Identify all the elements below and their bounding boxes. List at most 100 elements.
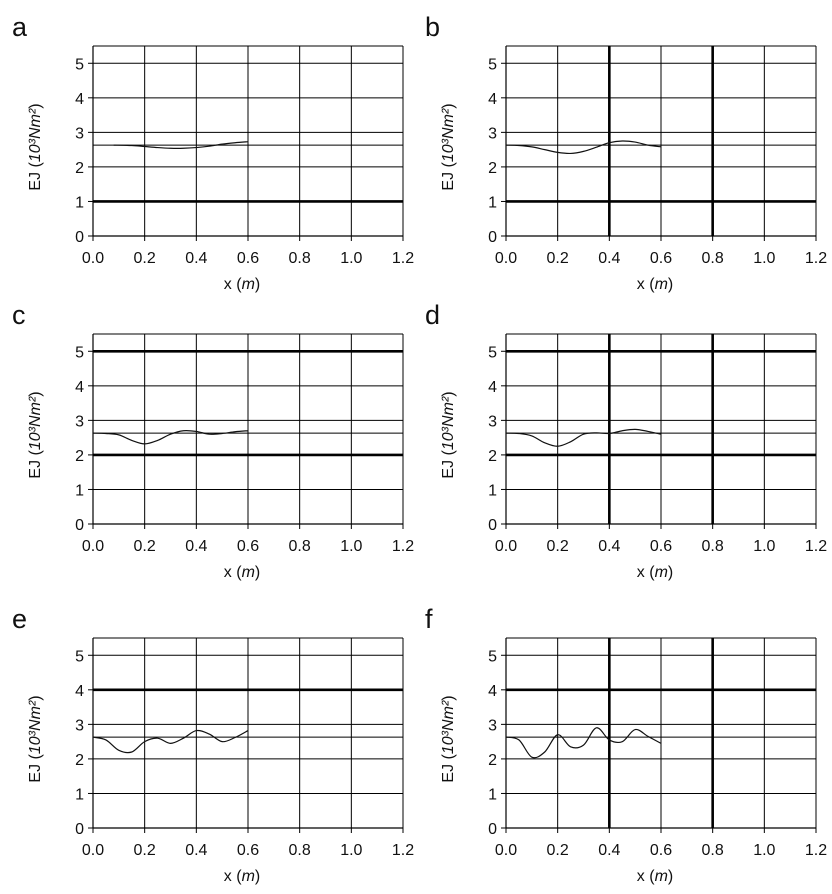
x-tick-label: 0.4	[598, 250, 620, 267]
y-tick-label: 2	[75, 752, 84, 769]
y-tick-label: 1	[75, 482, 84, 499]
x-tick-label: 0.8	[702, 538, 724, 555]
x-tick-label: 0.0	[82, 538, 104, 555]
y-tick-label: 1	[75, 786, 84, 803]
panel-letter: a	[12, 12, 28, 42]
x-tick-label: 0.0	[82, 250, 104, 267]
x-axis-label: x (m)	[637, 564, 673, 581]
x-tick-label: 1.0	[753, 250, 775, 267]
x-tick-label: 0.0	[495, 538, 517, 555]
y-tick-label: 2	[75, 448, 84, 465]
y-tick-label: 3	[488, 125, 497, 142]
x-tick-label: 0.8	[702, 842, 724, 859]
y-tick-label: 0	[488, 229, 497, 246]
y-tick-label: 2	[488, 752, 497, 769]
series-line	[113, 141, 249, 149]
x-tick-label: 0.6	[650, 250, 672, 267]
y-tick-label: 4	[488, 91, 497, 108]
x-axis-label: x (m)	[224, 868, 260, 885]
y-tick-label: 2	[488, 160, 497, 177]
y-axis-label: EJ (10³Nm²)	[27, 103, 44, 190]
x-tick-label: 0.8	[289, 842, 311, 859]
x-tick-label: 0.4	[185, 842, 207, 859]
y-tick-label: 4	[488, 379, 497, 396]
panel-a: a 0 1 2 3 4 5 0.0 0.2 0.4 0.6 0.8 1.0 1.2 x (m) EJ (10³…	[12, 12, 414, 293]
x-axis-label: x (m)	[637, 276, 673, 293]
y-tick-label: 4	[75, 91, 84, 108]
y-tick-label: 3	[488, 413, 497, 430]
x-tick-label: 0.4	[598, 842, 620, 859]
x-tick-label: 0.2	[547, 538, 569, 555]
y-tick-label: 1	[488, 482, 497, 499]
panel-f: f 0 1 2 3 4 5 0.0 0.2 0.4 0.6 0.8 1.0 1.2 x (m) EJ (10³…	[425, 604, 827, 885]
x-tick-label: 0.6	[237, 250, 259, 267]
series-line	[505, 428, 662, 447]
panel-c: c 0 1 2 3 4 5 0.0 0.2 0.4 0.6 0.8 1.0 1.2 x (m) EJ (10³…	[12, 300, 414, 581]
x-tick-label: 0.6	[650, 538, 672, 555]
x-tick-label: 0.4	[185, 250, 207, 267]
x-tick-label: 1.2	[392, 250, 414, 267]
y-tick-label: 4	[488, 683, 497, 700]
x-axis-label: x (m)	[224, 276, 260, 293]
series-line	[92, 729, 249, 754]
x-tick-label: 0.4	[185, 538, 207, 555]
x-tick-label: 0.8	[289, 538, 311, 555]
x-tick-label: 0.6	[650, 842, 672, 859]
panel-letter: e	[12, 604, 27, 634]
x-tick-label: 0.2	[547, 842, 569, 859]
y-tick-label: 5	[488, 344, 497, 361]
panel-letter: f	[425, 604, 433, 634]
y-tick-label: 5	[75, 56, 84, 73]
x-tick-label: 1.2	[392, 842, 414, 859]
panel-b: b 0 1 2 3 4 5 0.0 0.2 0.4 0.6 0.8 1.0 1.2 x (m) EJ (10³…	[425, 12, 827, 293]
panel-letter: b	[425, 12, 440, 42]
x-tick-label: 1.0	[753, 842, 775, 859]
y-tick-label: 5	[488, 648, 497, 665]
y-axis-label: EJ (10³Nm²)	[440, 695, 457, 782]
x-tick-label: 0.2	[134, 538, 156, 555]
panel-letter: c	[12, 300, 26, 330]
panel-e: e 0 1 2 3 4 5 0.0 0.2 0.4 0.6 0.8 1.0 1.2 x (m) EJ (10³…	[12, 604, 414, 885]
x-tick-label: 1.2	[392, 538, 414, 555]
y-tick-label: 0	[488, 517, 497, 534]
y-tick-label: 1	[75, 194, 84, 211]
x-axis-label: x (m)	[637, 868, 673, 885]
y-tick-label: 2	[75, 160, 84, 177]
y-tick-label: 3	[75, 125, 84, 142]
x-tick-label: 0.2	[134, 250, 156, 267]
series-line	[505, 140, 662, 155]
y-tick-label: 3	[75, 717, 84, 734]
x-tick-label: 0.0	[495, 842, 517, 859]
y-tick-label: 3	[488, 717, 497, 734]
x-tick-label: 0.0	[495, 250, 517, 267]
x-tick-label: 0.8	[289, 250, 311, 267]
y-tick-label: 2	[488, 448, 497, 465]
y-tick-label: 0	[75, 517, 84, 534]
y-tick-label: 1	[488, 786, 497, 803]
x-tick-label: 0.6	[237, 842, 259, 859]
y-tick-label: 3	[75, 413, 84, 430]
x-tick-label: 0.2	[134, 842, 156, 859]
x-tick-label: 0.0	[82, 842, 104, 859]
x-tick-label: 0.6	[237, 538, 259, 555]
x-tick-label: 0.8	[702, 250, 724, 267]
panel-d: d 0 1 2 3 4 5 0.0 0.2 0.4 0.6 0.8 1.0 1.2 x (m) EJ (10³…	[425, 300, 827, 581]
y-tick-label: 5	[75, 648, 84, 665]
y-axis-label: EJ (10³Nm²)	[440, 103, 457, 190]
y-tick-label: 0	[75, 229, 84, 246]
y-tick-label: 1	[488, 194, 497, 211]
x-tick-label: 1.0	[340, 250, 362, 267]
series-line	[92, 429, 249, 445]
y-tick-label: 0	[488, 821, 497, 838]
y-tick-label: 0	[75, 821, 84, 838]
series-line	[505, 727, 662, 759]
x-tick-label: 1.0	[753, 538, 775, 555]
x-axis-label: x (m)	[224, 564, 260, 581]
x-tick-label: 1.2	[805, 250, 827, 267]
y-axis-label: EJ (10³Nm²)	[27, 391, 44, 478]
x-tick-label: 1.2	[805, 842, 827, 859]
y-axis-label: EJ (10³Nm²)	[440, 391, 457, 478]
panel-letter: d	[425, 300, 440, 330]
x-tick-label: 1.0	[340, 538, 362, 555]
